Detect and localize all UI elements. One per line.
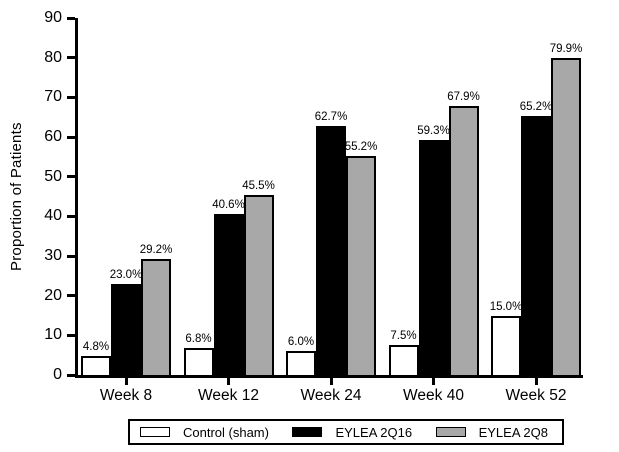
- x-axis-tick-label: Week 40: [403, 387, 464, 404]
- bar: [448, 105, 479, 375]
- bar: [286, 351, 316, 375]
- bar-value-label: 45.5%: [242, 179, 275, 192]
- y-axis-tick-label: 30: [44, 247, 62, 264]
- bar-value-label: 4.8%: [82, 340, 110, 353]
- bar-value-label: 67.9%: [447, 90, 480, 103]
- y-axis-tick: [67, 333, 75, 337]
- bar-value-label: 62.7%: [314, 111, 348, 124]
- bar-value-label: 55.2%: [344, 141, 378, 154]
- bar: [111, 283, 141, 375]
- bar-value-label: 65.2%: [519, 101, 553, 114]
- y-axis-tick-label: 80: [44, 48, 62, 66]
- y-axis-tick: [67, 16, 75, 20]
- y-axis-tick-label: 0: [53, 366, 62, 383]
- bar-value-label: 79.9%: [549, 43, 583, 56]
- bar-value-label: 29.2%: [139, 244, 173, 257]
- y-axis-tick: [67, 56, 75, 60]
- x-axis-tick-label: Week 52: [505, 387, 567, 404]
- y-axis-tick: [67, 373, 75, 377]
- y-axis-tick-label: 40: [44, 207, 62, 225]
- bar: [346, 156, 376, 375]
- y-axis-tick-label: 50: [44, 167, 62, 185]
- legend-item: Control (sham): [140, 425, 269, 440]
- x-axis-tick: [432, 375, 435, 385]
- legend-label: Control (sham): [183, 424, 269, 440]
- bar: [551, 58, 581, 375]
- legend: Control (sham) EYLEA 2Q16 EYLEA 2Q8: [128, 419, 564, 445]
- y-axis-tick: [67, 175, 75, 179]
- bar-value-label: 59.3%: [417, 124, 450, 137]
- legend-swatch: [435, 427, 466, 437]
- bar: [243, 194, 274, 375]
- bar: [81, 355, 111, 375]
- bar-value-label: 15.0%: [489, 300, 523, 313]
- bar-value-label: 40.6%: [212, 198, 245, 211]
- x-axis-tick: [329, 375, 333, 385]
- legend-label: EYLEA 2Q8: [478, 424, 548, 440]
- legend-label: EYLEA 2Q16: [335, 424, 413, 440]
- bar: [141, 259, 171, 375]
- legend-item: EYLEA 2Q8: [435, 424, 548, 440]
- bar: [418, 139, 449, 375]
- plot-area: 0 10 20 30 40 50 60 70 80 90 4.8% 23.0% 29.2% Week 8 6…: [44, 9, 583, 404]
- x-axis-tick: [124, 375, 128, 385]
- bar: [388, 345, 419, 375]
- bar-value-label: 6.0%: [287, 336, 315, 349]
- y-axis-title: Proportion of Patients: [8, 122, 25, 271]
- bar: [213, 213, 244, 375]
- y-axis-tick-label: 70: [44, 88, 62, 106]
- bar: [521, 116, 551, 375]
- bar: [316, 126, 346, 375]
- y-axis-tick: [67, 254, 75, 258]
- y-axis-tick: [67, 214, 75, 218]
- legend-swatch: [292, 427, 323, 437]
- x-axis-tick-label: Week 8: [99, 387, 153, 404]
- bar-value-label: 6.8%: [185, 333, 212, 346]
- x-axis-tick: [534, 375, 538, 385]
- y-axis-tick-label: 20: [44, 286, 62, 304]
- x-axis-tick-label: Week 24: [300, 387, 362, 404]
- bar-value-label: 23.0%: [109, 268, 143, 281]
- y-axis-tick-label: 60: [44, 128, 62, 145]
- legend-item: EYLEA 2Q16: [292, 425, 412, 440]
- y-axis-tick: [67, 294, 75, 298]
- x-axis-tick-label: Week 12: [198, 387, 259, 404]
- y-axis-tick-label: 10: [44, 326, 62, 344]
- y-axis-tick: [67, 135, 75, 139]
- x-axis-tick: [227, 375, 230, 385]
- y-axis-tick: [67, 95, 75, 99]
- bar-value-label: 7.5%: [390, 330, 417, 343]
- bar: [183, 348, 214, 375]
- y-axis-tick-label: 90: [44, 9, 62, 26]
- bar: [491, 315, 521, 375]
- legend-swatch: [140, 427, 170, 437]
